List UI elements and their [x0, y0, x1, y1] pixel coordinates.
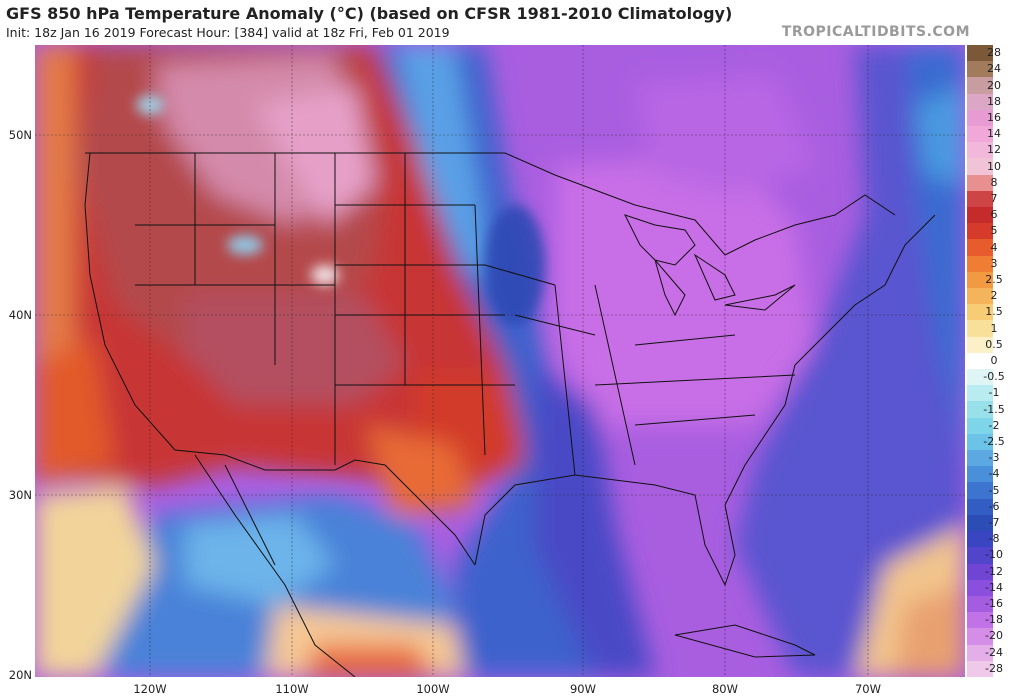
colorbar-label: 7 — [990, 191, 998, 205]
colorbar-cell — [967, 498, 993, 515]
lon-label-80w: 80W — [711, 682, 738, 696]
lon-label-110w: 110W — [275, 682, 309, 696]
lon-label-100w: 100W — [416, 682, 450, 696]
colorbar-label: 14 — [987, 127, 1001, 141]
colorbar-cell — [967, 158, 993, 175]
colorbar-label: -16 — [985, 597, 1003, 611]
colorbar-label: -4 — [988, 467, 1000, 481]
colorbar-cell — [967, 142, 993, 159]
colorbar-label: -3 — [988, 451, 1000, 465]
colorbar-label: -2.5 — [983, 435, 1005, 449]
lat-label-50n: 50N — [8, 128, 32, 142]
colorbar-cell — [967, 271, 993, 289]
colorbar-cell — [967, 644, 993, 661]
lat-label-30n: 30N — [8, 488, 32, 502]
colorbar-label: 6 — [990, 208, 998, 222]
colorbar-cell — [967, 628, 993, 645]
colorbar-label: 12 — [987, 143, 1001, 157]
colorbar-label: 4 — [990, 240, 998, 254]
colorbar-label: -7 — [988, 516, 1000, 530]
lon-label-90w: 90W — [569, 682, 596, 696]
colorbar-cell — [967, 385, 993, 402]
colorbar-label: 18 — [987, 94, 1001, 108]
colorbar-cell — [967, 579, 993, 596]
colorbar — [967, 45, 993, 677]
colorbar-label: -8 — [988, 532, 1000, 546]
colorbar-cell — [967, 174, 993, 191]
colorbar-cell — [967, 109, 993, 127]
colorbar-label: -2 — [988, 418, 1000, 432]
colorbar-label: -12 — [985, 564, 1003, 578]
colorbar-label: -28 — [985, 661, 1003, 675]
colorbar-cell — [967, 304, 993, 321]
colorbar-label: 1.5 — [985, 305, 1003, 319]
site-watermark: TROPICALTIDBITS.COM — [781, 24, 970, 40]
colorbar-cell — [967, 482, 993, 499]
colorbar-label: -0.5 — [983, 370, 1005, 384]
map-title: GFS 850 hPa Temperature Anomaly (°C) (ba… — [6, 4, 733, 23]
colorbar-cell — [967, 126, 993, 143]
colorbar-cell — [967, 77, 993, 94]
colorbar-cell — [967, 417, 993, 434]
colorbar-cell — [967, 547, 993, 564]
lat-label-40n: 40N — [8, 308, 32, 322]
colorbar-label: 20 — [987, 78, 1001, 92]
colorbar-label: 3 — [990, 256, 998, 270]
colorbar-cell — [967, 563, 993, 580]
colorbar-label: -1 — [988, 386, 1000, 400]
colorbar-label: 28 — [987, 46, 1001, 60]
colorbar-label: -6 — [988, 499, 1000, 513]
map-subtitle: Init: 18z Jan 16 2019 Forecast Hour: [38… — [6, 25, 450, 40]
colorbar-label: 8 — [990, 175, 998, 189]
temperature-anomaly-map — [35, 45, 965, 677]
colorbar-cell — [967, 190, 993, 208]
colorbar-label: -1.5 — [983, 402, 1005, 416]
colorbar-label: 24 — [987, 62, 1001, 76]
colorbar-cell — [967, 45, 993, 62]
colorbar-label: 5 — [990, 224, 998, 238]
colorbar-cell — [967, 320, 993, 337]
colorbar-label: 1 — [990, 321, 998, 335]
colorbar-cell — [967, 336, 993, 353]
colorbar-label: -20 — [985, 629, 1003, 643]
colorbar-cell — [967, 93, 993, 110]
colorbar-cell — [967, 223, 993, 240]
colorbar-label: 2.5 — [985, 272, 1003, 286]
lat-label-20n: 20N — [8, 668, 32, 682]
colorbar-cell — [967, 595, 993, 613]
colorbar-cell — [967, 433, 993, 451]
colorbar-label: 2 — [990, 289, 998, 303]
colorbar-cell — [967, 61, 993, 78]
colorbar-label: -14 — [985, 580, 1003, 594]
colorbar-cell — [967, 612, 993, 629]
colorbar-label: 0 — [990, 354, 998, 367]
colorbar-label: 10 — [987, 159, 1001, 173]
colorbar-label: -5 — [988, 483, 1000, 497]
colorbar-cell — [967, 401, 993, 418]
colorbar-cell — [967, 369, 993, 386]
colorbar-label: -18 — [985, 613, 1003, 627]
colorbar-cell — [967, 466, 993, 483]
colorbar-cell — [967, 352, 993, 370]
colorbar-cell — [967, 239, 993, 256]
colorbar-cell — [967, 207, 993, 224]
colorbar-cell — [967, 255, 993, 272]
colorbar-label: 16 — [987, 110, 1001, 124]
colorbar-cell — [967, 288, 993, 305]
colorbar-label: -10 — [985, 548, 1003, 562]
colorbar-cell — [967, 450, 993, 467]
lon-label-120w: 120W — [133, 682, 167, 696]
colorbar-label: 0.5 — [985, 337, 1003, 351]
colorbar-label: -24 — [985, 645, 1003, 659]
lon-label-70w: 70W — [854, 682, 881, 696]
colorbar-cell — [967, 514, 993, 532]
colorbar-cell — [967, 660, 993, 677]
colorbar-cell — [967, 531, 993, 548]
